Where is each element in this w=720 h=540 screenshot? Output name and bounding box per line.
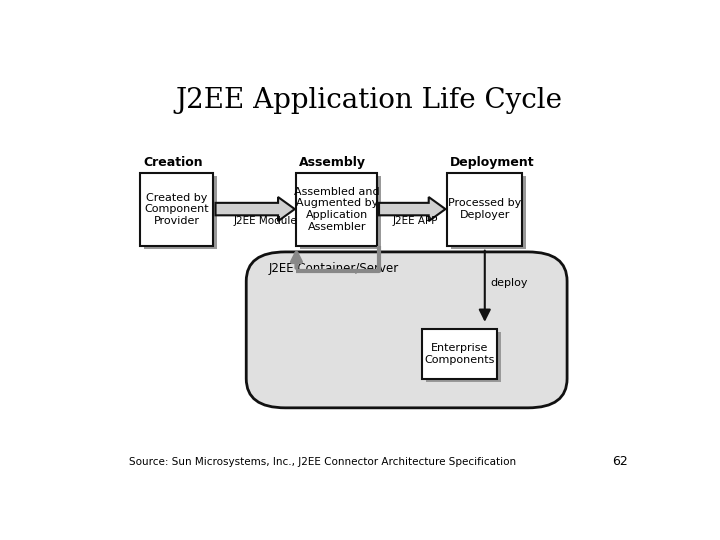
Text: Deployment: Deployment: [450, 156, 534, 169]
Polygon shape: [215, 197, 294, 221]
Text: Enterprise
Components: Enterprise Components: [425, 343, 495, 364]
Text: Processed by
Deployer: Processed by Deployer: [448, 199, 521, 220]
Text: Creation: Creation: [143, 156, 202, 169]
Text: Source: Sun Microsystems, Inc., J2EE Connector Architecture Specification: Source: Sun Microsystems, Inc., J2EE Con…: [129, 457, 516, 467]
Bar: [422, 329, 498, 379]
Polygon shape: [379, 197, 446, 221]
Text: 62: 62: [612, 455, 628, 468]
Text: J2EE Module: J2EE Module: [233, 215, 297, 226]
Text: Created by
Component
Provider: Created by Component Provider: [144, 193, 209, 226]
Bar: [297, 173, 377, 246]
FancyBboxPatch shape: [246, 252, 567, 408]
Text: J2EE APP: J2EE APP: [393, 215, 438, 226]
Bar: [447, 173, 523, 246]
Text: Assembled and
Augmented by
Application
Assembler: Assembled and Augmented by Application A…: [294, 187, 379, 232]
Bar: [144, 176, 217, 248]
Bar: [300, 176, 382, 248]
Bar: [426, 332, 501, 382]
Text: J2EE Application Life Cycle: J2EE Application Life Cycle: [176, 86, 562, 113]
Text: Assembly: Assembly: [300, 156, 366, 169]
Text: deploy: deploy: [490, 278, 528, 288]
Text: J2EE Container/Server: J2EE Container/Server: [269, 262, 399, 275]
Bar: [140, 173, 213, 246]
Bar: [451, 176, 526, 248]
